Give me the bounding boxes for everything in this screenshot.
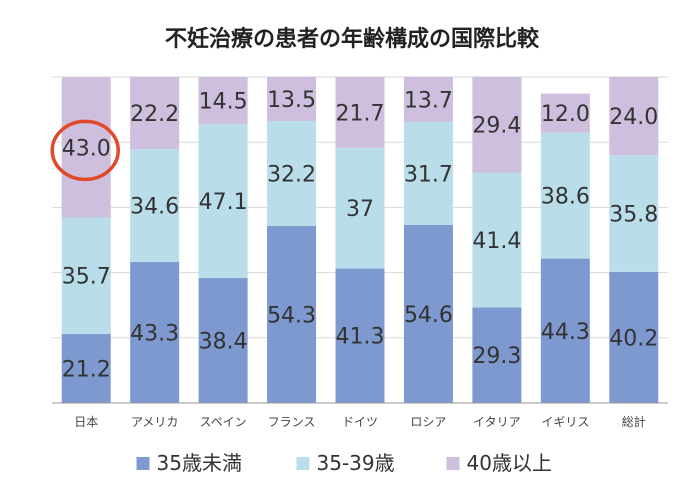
highlight-circle xyxy=(50,119,120,182)
bar-segment xyxy=(198,124,248,278)
data-label: 31.7 xyxy=(404,162,453,187)
bar-segment xyxy=(335,147,385,269)
data-label: 24.0 xyxy=(609,105,658,130)
data-label: 54.3 xyxy=(267,303,316,328)
legend-swatch xyxy=(136,457,150,470)
bar-segment xyxy=(472,76,522,173)
data-label: 34.6 xyxy=(130,194,179,219)
x-axis-tick-labels: 日本 アメリカ スペイン フランス ドイツ ロシア イタリア イギリス 総計 xyxy=(74,414,646,429)
data-label: 21.2 xyxy=(62,357,111,382)
legend: 35歳未満 35-39歳 40歳以上 xyxy=(136,451,552,475)
bar-segment xyxy=(403,77,453,122)
bar-segment xyxy=(609,271,659,403)
x-tick-label: ドイツ xyxy=(342,415,378,429)
data-label: 47.1 xyxy=(199,190,248,215)
bar-segment xyxy=(609,77,659,156)
data-label: 29.4 xyxy=(472,114,521,139)
legend-swatch xyxy=(446,457,460,470)
x-tick-label: アメリカ xyxy=(131,415,178,429)
bar-segment xyxy=(130,261,180,403)
legend-label: 35歳未満 xyxy=(157,451,242,475)
bar-segment xyxy=(130,76,180,150)
legend-swatch xyxy=(296,457,310,470)
data-label: 40.2 xyxy=(609,326,658,351)
highlight-annotation xyxy=(50,119,120,182)
legend-label: 35-39歳 xyxy=(317,451,395,475)
data-label: 54.6 xyxy=(404,303,453,328)
bar-segment xyxy=(198,77,248,125)
bars xyxy=(61,76,659,403)
data-label: 22.2 xyxy=(130,102,179,127)
bar-segment xyxy=(198,277,248,403)
data-label: 35.7 xyxy=(62,265,111,290)
bar-segment xyxy=(61,333,111,403)
data-label: 13.7 xyxy=(404,88,453,113)
x-tick-label: ロシア xyxy=(410,415,446,429)
bar-segment xyxy=(609,155,659,272)
data-label: 35.8 xyxy=(609,203,658,228)
bar-segment xyxy=(403,225,453,403)
data-label: 32.2 xyxy=(267,162,316,187)
bar-segment xyxy=(267,77,317,122)
data-label: 21.7 xyxy=(336,101,385,126)
bar-segment xyxy=(540,258,590,403)
data-label: 29.3 xyxy=(472,344,521,369)
data-label: 37 xyxy=(346,197,374,222)
data-label: 14.5 xyxy=(199,90,248,115)
data-label: 44.3 xyxy=(541,320,590,345)
x-tick-label: スペイン xyxy=(200,415,247,429)
chart-title: 不妊治療の患者の年齢構成の国際比較 xyxy=(165,26,540,52)
bar-segment xyxy=(335,268,385,403)
x-tick-label: イギリス xyxy=(541,415,589,429)
data-label: 13.5 xyxy=(267,88,316,113)
bar-segment xyxy=(130,149,180,262)
x-tick-label: イタリア xyxy=(473,415,521,429)
data-label: 38.4 xyxy=(199,329,248,354)
x-tick-label: フランス xyxy=(268,415,316,429)
bar-segment xyxy=(61,77,111,218)
data-label: 12.0 xyxy=(541,102,590,127)
data-label: 41.3 xyxy=(336,325,385,350)
x-tick-label: 日本 xyxy=(74,415,98,429)
bar-segment xyxy=(267,225,317,403)
data-label: 43.3 xyxy=(130,321,179,346)
bar-segment xyxy=(267,121,317,226)
bar-segment xyxy=(472,307,522,403)
bar-segment xyxy=(61,217,111,334)
bar-segment xyxy=(403,121,453,226)
bar-segment xyxy=(472,172,522,308)
bar-segment xyxy=(335,77,385,148)
legend-label: 40歳以上 xyxy=(467,451,552,475)
data-label: 41.4 xyxy=(472,229,521,254)
data-label: 43.0 xyxy=(62,136,111,161)
x-tick-label: 総計 xyxy=(622,414,646,429)
data-label: 38.6 xyxy=(541,185,590,210)
data-labels: 21.2 35.7 43.0 43.3 34.6 22.2 38.4 47.1 14.5 54.3… xyxy=(62,88,659,382)
bar-segment xyxy=(540,132,590,259)
bar-segment xyxy=(540,93,590,133)
